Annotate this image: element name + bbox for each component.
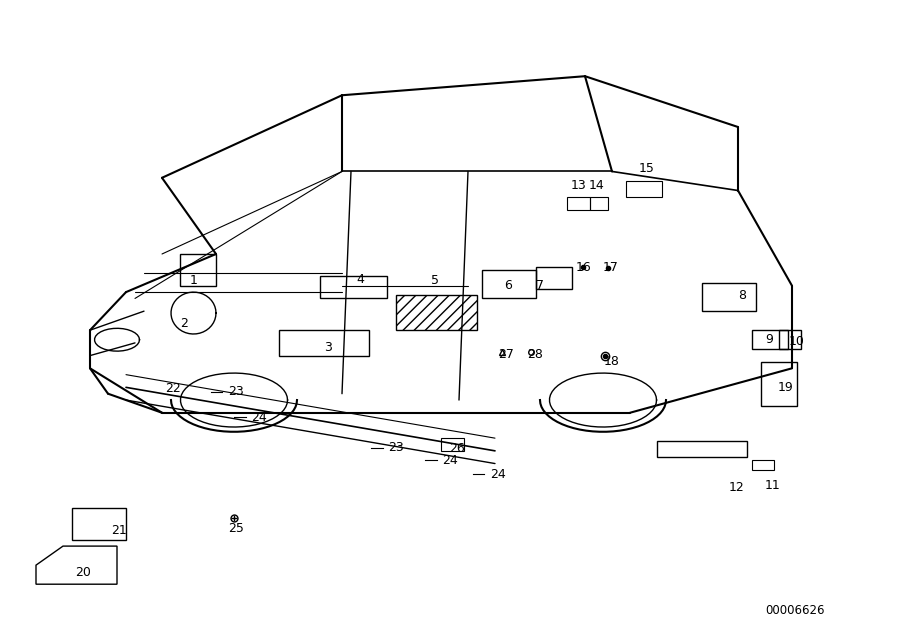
Text: 12: 12 [728,481,744,494]
Bar [279,330,369,356]
Text: 14: 14 [589,179,605,192]
Bar [536,267,572,289]
Text: 23: 23 [388,441,404,454]
Bar [482,270,536,298]
Text: 24: 24 [442,454,458,467]
Text: 27: 27 [498,348,514,361]
Text: 28: 28 [527,348,544,361]
Text: 22: 22 [165,382,181,395]
Text: 15: 15 [638,162,654,175]
Text: 8: 8 [739,289,746,302]
Bar [396,295,477,330]
Text: 23: 23 [228,385,244,398]
Text: 3: 3 [325,342,332,354]
Text: 6: 6 [505,279,512,292]
Bar [752,330,788,349]
Text: 16: 16 [575,262,591,274]
Text: 18: 18 [604,356,620,368]
Text: 24: 24 [251,411,267,424]
Bar [657,441,747,457]
Text: 7: 7 [536,279,544,292]
Text: 1: 1 [190,274,197,287]
Text: 20: 20 [75,566,91,579]
Bar [702,283,756,311]
Text: 17: 17 [602,262,618,274]
Text: 4: 4 [356,273,364,286]
Bar [778,330,801,349]
Text: 5: 5 [431,274,438,287]
Text: 25: 25 [228,523,244,535]
Bar [626,181,662,197]
Bar [752,460,774,470]
Text: 10: 10 [788,335,805,348]
Text: 9: 9 [766,333,773,346]
Bar [320,276,387,298]
Bar [760,362,796,406]
Bar [441,438,464,451]
Text: 11: 11 [764,479,780,492]
Text: 13: 13 [571,179,587,192]
Bar [590,197,608,210]
Text: 24: 24 [490,468,506,481]
Text: 00006626: 00006626 [765,605,824,617]
Text: 21: 21 [111,524,127,537]
Text: 26: 26 [449,443,465,455]
Bar [567,197,590,210]
Text: 2: 2 [181,318,188,330]
Text: 19: 19 [778,381,794,394]
